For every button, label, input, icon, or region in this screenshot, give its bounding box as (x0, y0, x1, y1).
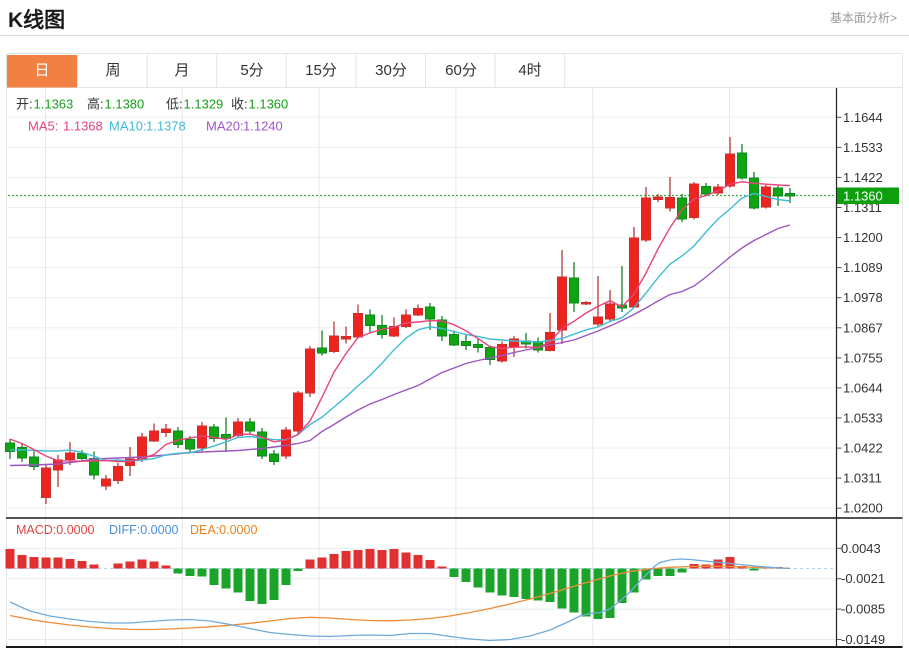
svg-text:1.0200: 1.0200 (843, 501, 883, 516)
svg-text:1.1360: 1.1360 (843, 189, 883, 204)
svg-text:1.1378: 1.1378 (146, 119, 186, 134)
svg-text:1.1368: 1.1368 (63, 119, 103, 134)
svg-text:1.1200: 1.1200 (843, 230, 883, 245)
svg-text:MA10:: MA10: (109, 119, 147, 134)
svg-text:1.1363: 1.1363 (34, 97, 74, 112)
svg-text:1.0978: 1.0978 (843, 290, 883, 305)
svg-text:1.0311: 1.0311 (843, 471, 882, 486)
svg-text:MA20:: MA20: (206, 119, 244, 134)
svg-text:1.0867: 1.0867 (843, 320, 883, 335)
svg-text:1.0755: 1.0755 (843, 350, 883, 365)
svg-text:1.1240: 1.1240 (243, 119, 283, 134)
svg-text:0.0043: 0.0043 (841, 541, 881, 556)
svg-text:1.1089: 1.1089 (843, 260, 883, 275)
svg-text:MA5:: MA5: (28, 119, 58, 134)
svg-text:1.0422: 1.0422 (843, 441, 883, 456)
svg-text:MACD:0.0000: MACD:0.0000 (16, 523, 95, 537)
svg-text:开:: 开: (16, 97, 33, 112)
svg-text:1.1533: 1.1533 (843, 140, 883, 155)
svg-text:1.1329: 1.1329 (184, 97, 224, 112)
svg-text:-0.0149: -0.0149 (841, 632, 885, 647)
svg-text:低:: 低: (166, 97, 183, 112)
svg-text:1.1644: 1.1644 (843, 110, 883, 125)
svg-text:1.0644: 1.0644 (843, 380, 883, 395)
svg-text:收:: 收: (231, 97, 248, 112)
svg-text:-0.0021: -0.0021 (841, 571, 885, 586)
svg-text:1.1360: 1.1360 (249, 97, 289, 112)
svg-text:1.1422: 1.1422 (843, 170, 883, 185)
svg-text:高:: 高: (87, 97, 104, 112)
svg-text:DEA:0.0000: DEA:0.0000 (190, 523, 257, 537)
svg-text:1.1380: 1.1380 (105, 97, 145, 112)
svg-text:DIFF:0.0000: DIFF:0.0000 (109, 523, 179, 537)
svg-text:-0.0085: -0.0085 (841, 602, 885, 617)
svg-text:1.0533: 1.0533 (843, 411, 883, 426)
